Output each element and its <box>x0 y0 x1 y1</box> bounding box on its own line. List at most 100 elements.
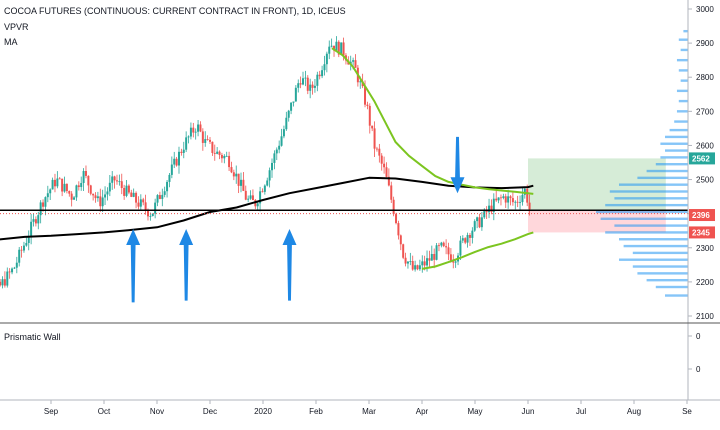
vpvr-bar <box>596 210 688 214</box>
candle-down <box>397 223 400 236</box>
candle-up <box>297 83 300 88</box>
y-tick-label: 2500 <box>696 176 714 185</box>
candle-up <box>273 153 276 163</box>
candle-up <box>321 70 324 77</box>
candle-down <box>428 258 431 261</box>
candle-down <box>0 281 2 286</box>
candle-up <box>271 162 274 171</box>
candle-up <box>278 145 281 150</box>
candle-up <box>492 198 495 212</box>
candle-down <box>333 45 336 51</box>
candle-up <box>6 271 9 286</box>
candle-down <box>499 197 502 199</box>
x-tick-label: Feb <box>309 407 323 416</box>
vpvr-bar <box>637 176 688 180</box>
candle-up <box>359 81 362 83</box>
candle-down <box>84 171 87 176</box>
arrow-up-icon <box>282 229 297 301</box>
candle-up <box>418 265 421 270</box>
candle-up <box>27 236 30 243</box>
ma-long-line <box>0 176 534 241</box>
candle-down <box>77 185 80 188</box>
candle-down <box>495 198 498 201</box>
stop-zone <box>528 210 666 233</box>
candle-up <box>325 53 328 65</box>
candle-up <box>44 197 47 207</box>
candle-down <box>395 214 398 224</box>
candle-up <box>268 170 271 181</box>
x-tick-label: Jun <box>522 407 535 416</box>
candle-down <box>368 105 371 126</box>
vpvr-bar <box>614 224 688 227</box>
y-tick-label: 2100 <box>696 312 714 321</box>
x-tick-label: Dec <box>203 407 217 416</box>
candle-up <box>335 41 338 51</box>
candle-up <box>473 221 476 231</box>
indicator-ma-label[interactable]: MA <box>4 37 18 47</box>
symbol-title[interactable]: COCOA FUTURES (CONTINUOUS: CURRENT CONTR… <box>4 6 346 16</box>
candle-down <box>68 191 71 194</box>
axes: 3000290028002700260025002400230022002100… <box>0 0 720 416</box>
x-tick-label: Mar <box>362 407 376 416</box>
candle-down <box>99 196 102 207</box>
candle-down <box>237 173 240 186</box>
candle-down <box>228 155 231 168</box>
vpvr-bar <box>605 203 688 207</box>
candle-up <box>480 217 483 228</box>
candle-up <box>39 202 42 216</box>
candle-down <box>123 187 126 196</box>
lower-pane-title[interactable]: Prismatic Wall <box>4 332 61 342</box>
candle-down <box>392 199 395 215</box>
candle-up <box>266 180 269 186</box>
candle-down <box>342 42 345 56</box>
vpvr-bar <box>646 278 688 282</box>
y-tick-label: 2600 <box>696 141 714 150</box>
candle-down <box>447 247 450 255</box>
y-tick-label: 2800 <box>696 73 714 82</box>
candle-up <box>104 194 107 198</box>
candle-up <box>507 196 510 203</box>
candle-up <box>287 110 290 118</box>
candle-up <box>118 181 121 183</box>
candle-up <box>316 74 319 86</box>
price-label: 2345 <box>692 228 710 237</box>
candles <box>0 36 531 289</box>
vpvr-bar <box>665 135 688 139</box>
candle-up <box>313 85 316 88</box>
candle-up <box>161 194 164 199</box>
candle-down <box>137 202 140 207</box>
candle-down <box>445 246 448 248</box>
candle-down <box>411 261 414 270</box>
candle-up <box>11 268 14 273</box>
candle-up <box>459 240 462 256</box>
candle-down <box>53 179 56 187</box>
candle-up <box>37 215 40 224</box>
indicator-vpvr-label[interactable]: VPVR <box>4 22 29 32</box>
candle-up <box>409 261 412 262</box>
candle-up <box>330 45 333 47</box>
vpvr-bar <box>660 156 688 159</box>
candle-up <box>25 242 28 246</box>
candle-up <box>256 203 259 207</box>
candle-up <box>51 179 54 190</box>
candle-up <box>249 195 252 199</box>
candle-down <box>206 139 209 140</box>
x-tick-label: Oct <box>98 407 111 416</box>
vpvr-bar <box>632 265 688 268</box>
candle-down <box>209 139 211 142</box>
candle-up <box>149 216 152 217</box>
candle-up <box>151 213 154 217</box>
candle-up <box>1 279 4 286</box>
candle-up <box>156 195 159 203</box>
candle-up <box>30 221 33 237</box>
candle-up <box>223 155 226 159</box>
candle-down <box>242 179 245 191</box>
candle-up <box>282 129 285 137</box>
vpvr-bar <box>614 197 688 200</box>
position-zones <box>528 158 666 233</box>
vpvr-bar <box>676 89 688 93</box>
vpvr-bar <box>660 142 688 145</box>
candle-down <box>383 163 386 168</box>
candle-down <box>490 205 493 212</box>
